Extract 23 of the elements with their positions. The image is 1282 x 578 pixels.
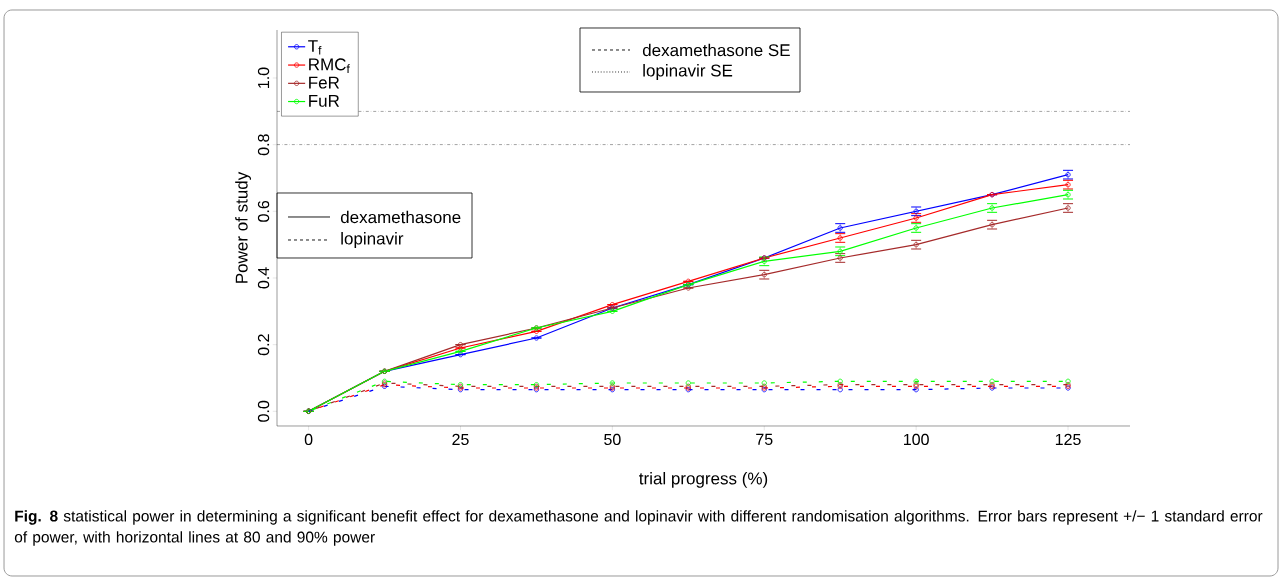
y-tick-label: 0.8 [257,134,270,156]
annotation: dexamethasone [340,210,461,224]
annotation: dexamethasone SE [642,43,790,57]
x-tick-label: 0 [304,433,313,446]
legend-label: T$_{f}$ [308,40,322,55]
x-tick-label: 100 [904,433,929,446]
y-tick-label: 1.0 [257,67,270,88]
x-tick-label: 125 [1055,433,1081,446]
annotation: lopinavir SE [643,64,733,80]
x-tick-label: 25 [452,433,469,446]
y-tick-label: 0.6 [257,200,270,222]
legend-label: RMC$_{f}$ [309,58,350,73]
x-tick-label: 75 [756,433,773,445]
y-tick-label: 0.4 [257,267,270,289]
annotation: lopinavir [341,232,404,248]
legend-label: FuR [309,94,340,107]
x-axis-title: trial progress (%) [639,471,768,488]
x-tick-label: 50 [604,433,621,446]
legend-label: FeR [309,76,340,89]
y-tick-label: 0.2 [257,334,270,356]
text: Fig. 8 statistical power in determining a significant benefit effect for dexamethasone and lopinavir with different randomisation algorithms. Error bars represent +/− 1 standard error of power, with horizontal lines at 80 and 90% power [14,510,1263,546]
y-tick-label: 0.0 [257,400,270,422]
y-axis-title: Power of study [235,171,252,283]
